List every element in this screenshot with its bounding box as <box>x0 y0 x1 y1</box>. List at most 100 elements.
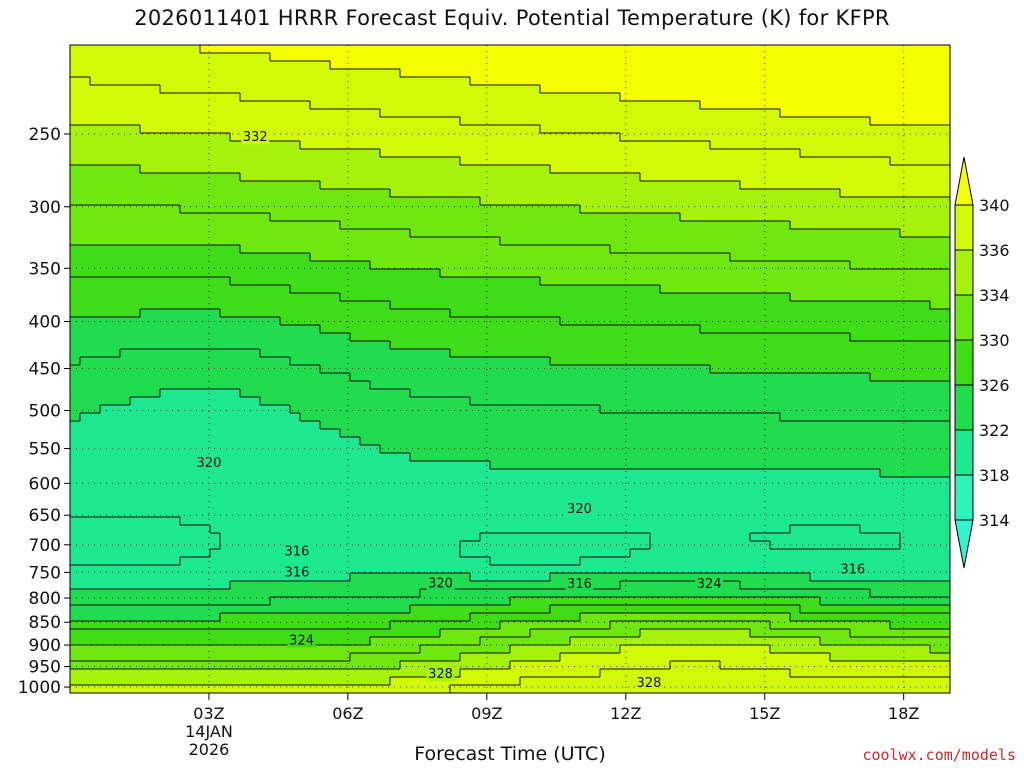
field-cell <box>390 461 401 470</box>
field-cell <box>850 485 861 494</box>
field-cell <box>600 373 611 382</box>
field-cell <box>230 61 241 70</box>
field-cell <box>930 269 941 278</box>
field-cell <box>70 245 81 254</box>
field-cell <box>600 365 611 374</box>
field-cell <box>160 205 171 214</box>
field-cell <box>250 349 261 358</box>
field-cell <box>280 325 291 334</box>
field-cell <box>170 261 181 270</box>
field-cell <box>600 229 611 238</box>
field-cell <box>70 157 81 166</box>
field-cell <box>800 53 811 62</box>
field-cell <box>500 253 511 262</box>
field-cell <box>940 469 950 478</box>
field-cell <box>420 365 431 374</box>
field-cell <box>640 445 651 454</box>
field-cell <box>320 341 331 350</box>
field-cell <box>530 61 541 70</box>
field-cell <box>180 453 191 462</box>
field-cell <box>840 77 851 86</box>
field-cell <box>680 141 691 150</box>
field-cell <box>630 93 641 102</box>
field-cell <box>840 189 851 198</box>
field-cell <box>350 389 361 398</box>
field-cell <box>440 77 451 86</box>
field-cell <box>210 277 221 286</box>
field-cell <box>70 189 81 198</box>
field-cell <box>450 69 461 78</box>
field-cell <box>810 301 821 310</box>
field-cell <box>870 261 881 270</box>
field-cell <box>500 269 511 278</box>
field-cell <box>480 69 491 78</box>
field-cell <box>170 253 181 262</box>
field-cell <box>880 405 891 414</box>
field-cell <box>660 93 671 102</box>
field-cell <box>310 213 321 222</box>
field-cell <box>400 461 411 470</box>
field-cell <box>410 181 421 190</box>
field-cell <box>280 221 291 230</box>
field-cell <box>70 421 81 430</box>
field-cell <box>420 261 431 270</box>
field-cell <box>940 349 950 358</box>
field-cell <box>90 293 101 302</box>
field-cell <box>740 85 751 94</box>
field-cell <box>620 213 631 222</box>
field-cell <box>480 333 491 342</box>
field-cell <box>510 93 521 102</box>
field-cell <box>110 413 121 422</box>
field-cell <box>550 117 561 126</box>
field-cell <box>480 117 491 126</box>
field-cell <box>920 229 931 238</box>
field-cell <box>260 173 271 182</box>
field-cell <box>310 101 321 110</box>
field-cell <box>310 53 321 62</box>
field-cell <box>270 453 281 462</box>
field-cell <box>460 197 471 206</box>
field-cell <box>140 429 151 438</box>
field-cell <box>720 285 731 294</box>
field-cell <box>350 341 361 350</box>
field-cell <box>900 205 911 214</box>
field-cell <box>490 69 501 78</box>
field-cell <box>850 429 861 438</box>
field-cell <box>710 285 721 294</box>
field-cell <box>470 309 481 318</box>
field-cell <box>210 125 221 134</box>
field-cell <box>910 333 921 342</box>
field-cell <box>450 381 461 390</box>
field-cell <box>770 245 781 254</box>
field-cell <box>840 213 851 222</box>
field-cell <box>880 277 891 286</box>
field-cell <box>500 461 511 470</box>
field-cell <box>340 69 351 78</box>
field-cell <box>810 429 821 438</box>
field-cell <box>150 469 161 478</box>
field-cell <box>440 141 451 150</box>
field-cell <box>830 181 841 190</box>
field-cell <box>550 357 561 366</box>
field-cell <box>810 349 821 358</box>
field-cell <box>680 461 691 470</box>
field-cell <box>410 197 421 206</box>
field-cell <box>650 445 661 454</box>
field-cell <box>360 269 371 278</box>
field-cell <box>720 69 731 78</box>
field-cell <box>810 445 821 454</box>
field-cell <box>180 461 191 470</box>
field-cell <box>100 133 111 142</box>
field-cell <box>520 261 531 270</box>
field-cell <box>360 349 371 358</box>
field-cell <box>900 101 911 110</box>
field-cell <box>840 389 851 398</box>
field-cell <box>110 229 121 238</box>
field-cell <box>470 229 481 238</box>
field-cell <box>280 373 291 382</box>
field-cell <box>430 333 441 342</box>
field-cell <box>230 149 241 158</box>
field-cell <box>700 197 711 206</box>
field-cell <box>340 285 351 294</box>
